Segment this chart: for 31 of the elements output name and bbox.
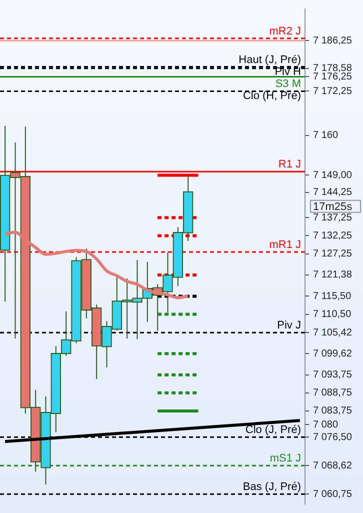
y-tick-label: 7 088,75 xyxy=(313,388,352,399)
y-tick-label: 7 137,25 xyxy=(313,212,352,224)
y-tick-label: 7 110,50 xyxy=(313,309,352,320)
ref-line-label: R1 J xyxy=(278,158,301,171)
y-tick-label: 7 172,25 xyxy=(313,86,352,97)
y-tick-label: 7 083,75 xyxy=(313,406,352,417)
y-tick-label: 7 080 xyxy=(313,419,338,430)
y-tick-label: 7 160 xyxy=(313,130,338,142)
y-tick-label: 7 068,62 xyxy=(313,460,352,472)
ref-line-label: mR2 J xyxy=(269,25,301,38)
y-tick-label: 7 105,42 xyxy=(313,327,352,338)
y-tick-label: 7 186,25 xyxy=(313,35,352,46)
ref-line-label: mR1 J xyxy=(269,239,301,252)
text: 17m25s xyxy=(313,200,353,213)
y-tick-label: 7 060,75 xyxy=(313,488,352,500)
y-tick-label: 7 176,25 xyxy=(313,71,352,82)
y-tick-label: 7 149,00 xyxy=(313,170,352,181)
y-tick-label: 7 099,62 xyxy=(313,348,352,360)
ref-line-label: Clo (J, Pré) xyxy=(245,424,301,436)
y-tick-label: 7 115,50 xyxy=(313,290,352,302)
y-tick-label: 7 121,38 xyxy=(313,270,352,281)
y-tick-label: 7 076,50 xyxy=(313,432,352,443)
ref-line-label: Haut (J, Pré) xyxy=(238,54,301,66)
y-tick-label: 7 127,25 xyxy=(313,248,352,260)
ref-line-label: S3 M xyxy=(275,78,301,90)
ref-line-label: Piv J xyxy=(277,320,301,332)
ref-line-label: mS1 J xyxy=(270,452,301,465)
y-tick-label: 7 093,75 xyxy=(313,370,352,381)
ref-line-label: Bas (J, Pré) xyxy=(242,481,301,494)
y-tick-label: 7 144,25 xyxy=(313,187,352,198)
y-tick-label: 7 132,25 xyxy=(313,230,352,242)
